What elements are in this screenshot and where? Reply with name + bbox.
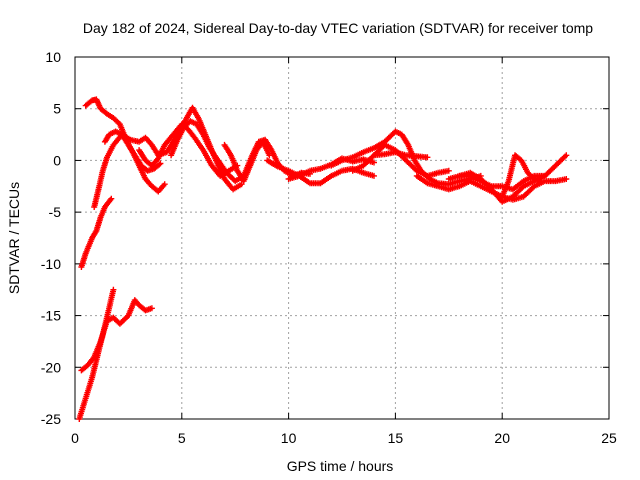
- series-arc-12: [371, 149, 431, 161]
- series-arc-3: [82, 96, 168, 195]
- series-arc-18: [78, 297, 155, 374]
- x-tick-label: 10: [281, 430, 297, 446]
- series-trace: [373, 150, 428, 159]
- series-trace: [330, 130, 482, 186]
- series-trace: [288, 167, 375, 185]
- x-tick-label: 0: [71, 430, 79, 446]
- axis-ticks: [74, 56, 610, 420]
- y-tick-label: 10: [45, 49, 61, 65]
- plot-frame: [74, 56, 610, 420]
- chart-title: Day 182 of 2024, Sidereal Day-to-day VTE…: [83, 20, 593, 36]
- x-axis-label: GPS time / hours: [287, 458, 394, 474]
- y-tick-label: 5: [53, 101, 61, 117]
- y-tick-label: 0: [53, 152, 61, 168]
- y-tick-label: -15: [41, 308, 61, 324]
- x-tick-label: 5: [178, 430, 186, 446]
- series-trace: [266, 156, 375, 178]
- series-trace: [84, 97, 166, 193]
- y-tick-label: -20: [41, 359, 61, 375]
- series-trace: [80, 298, 153, 372]
- series-arc-1: [78, 195, 115, 270]
- series-arc-4: [101, 128, 164, 174]
- series-arc-7: [221, 138, 273, 185]
- y-tick-label: -10: [41, 256, 61, 272]
- data-series: [76, 96, 570, 422]
- x-tick-label: 15: [388, 430, 404, 446]
- y-tick-label: -25: [41, 411, 61, 427]
- series-trace: [223, 140, 271, 183]
- x-tick-label: 20: [494, 430, 510, 446]
- x-tick-labels: 0 5 10 15 20 25: [71, 430, 617, 446]
- y-tick-label: -5: [49, 204, 62, 220]
- series-arc-16: [499, 152, 544, 200]
- series-markers: [82, 96, 168, 195]
- series-trace: [103, 130, 162, 173]
- series-arc-9: [285, 165, 377, 187]
- series-trace: [500, 153, 542, 198]
- y-tick-labels: -25 -20 -15 -10 -5 0 5 10: [41, 49, 61, 427]
- y-axis-label: SDTVAR / TECUs: [6, 182, 22, 294]
- grid-lines: [75, 57, 609, 419]
- x-tick-label: 25: [601, 430, 617, 446]
- series-trace: [79, 197, 113, 268]
